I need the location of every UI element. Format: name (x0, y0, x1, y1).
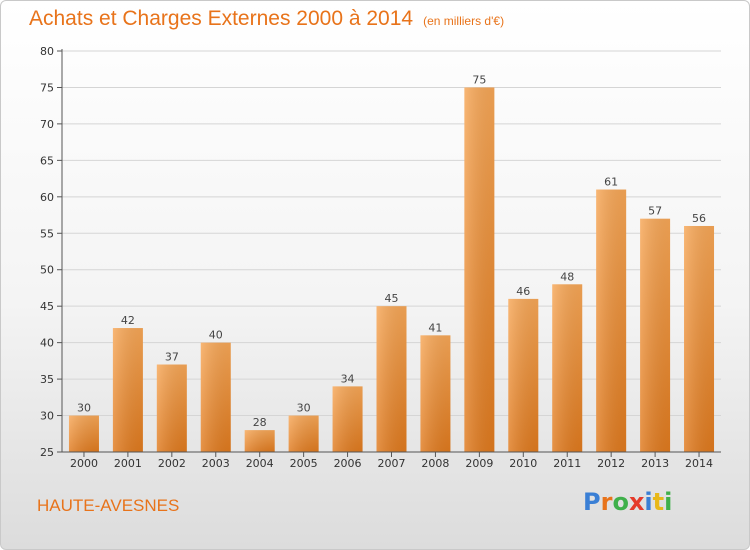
x-tick-label: 2008 (421, 457, 449, 470)
data-label: 30 (297, 402, 311, 415)
data-label: 28 (253, 416, 267, 429)
data-label: 56 (692, 212, 706, 225)
logo-letter: i (644, 488, 653, 516)
bars (68, 87, 715, 453)
y-tick-label: 40 (40, 337, 54, 350)
data-label: 57 (648, 205, 662, 218)
y-tick-label: 60 (40, 191, 54, 204)
bar-shade (508, 298, 539, 452)
y-tick-label: 30 (40, 410, 54, 423)
x-tick-label: 2000 (70, 457, 98, 470)
y-tick-label: 25 (40, 446, 54, 459)
x-tick-label: 2005 (290, 457, 318, 470)
x-tick-label: 2012 (597, 457, 625, 470)
chart-subtitle: (en milliers d'€) (423, 14, 505, 28)
bar-shade (684, 225, 715, 452)
logo-letter: P (583, 488, 601, 516)
data-label: 46 (516, 285, 530, 298)
y-tick-label: 70 (40, 118, 54, 131)
chart-title-text: Achats et Charges Externes 2000 à 2014 (29, 7, 414, 30)
data-label: 42 (121, 314, 135, 327)
bar-shade (464, 87, 495, 453)
bar-shade (376, 306, 407, 452)
data-label: 37 (165, 351, 179, 364)
y-tick-label: 75 (40, 81, 54, 94)
x-tick-label: 2004 (246, 457, 274, 470)
x-tick-label: 2002 (158, 457, 186, 470)
logo-letter: r (600, 488, 613, 516)
data-label: 61 (604, 176, 618, 189)
chart-title: Achats et Charges Externes 2000 à 2014 (e… (29, 7, 504, 31)
x-tick-label: 2014 (685, 457, 713, 470)
bar-shade (640, 218, 671, 452)
logo-letter: i (664, 488, 673, 516)
x-tick-label: 2003 (202, 457, 230, 470)
data-label: 48 (560, 270, 574, 283)
logo-letter: x (628, 488, 645, 516)
bar-shade (68, 415, 99, 452)
x-tick-label: 2011 (553, 457, 581, 470)
bar-shade (288, 415, 319, 452)
bar-shade (112, 328, 143, 452)
place-name: HAUTE-AVESNES (37, 496, 180, 515)
x-tick-label: 2010 (509, 457, 537, 470)
x-tick-label: 2001 (114, 457, 142, 470)
bar-shade (596, 189, 627, 452)
y-tick-label: 45 (40, 300, 54, 313)
logo-letter: t (652, 488, 665, 516)
data-label: 40 (209, 329, 223, 342)
bar-shade (244, 430, 275, 452)
y-tick-label: 50 (40, 264, 54, 277)
data-label: 30 (77, 402, 91, 415)
x-tick-label: 2006 (334, 457, 362, 470)
bar-shade (420, 335, 451, 452)
bar-shade (156, 364, 187, 452)
y-tick-label: 80 (40, 45, 54, 58)
x-tick-label: 2009 (465, 457, 493, 470)
x-tick-label: 2007 (378, 457, 406, 470)
y-tick-label: 65 (40, 154, 54, 167)
proxiti-logo: Proxiti (583, 488, 672, 516)
data-labels: 30 42 37 40 28 30 34 45 41 75 46 48 61 57 56 (77, 73, 706, 429)
axes: 25 30 35 40 45 50 55 60 65 70 75 80 2000 2001 2002 2003… (40, 45, 721, 470)
y-tick-label: 55 (40, 227, 54, 240)
data-label: 45 (385, 292, 399, 305)
y-tick-label: 35 (40, 373, 54, 386)
data-label: 34 (341, 372, 355, 385)
x-tick-label: 2013 (641, 457, 669, 470)
bar-shade (552, 284, 583, 452)
bar-shade (332, 386, 363, 452)
bar-shade (200, 342, 231, 452)
data-label: 75 (472, 73, 486, 86)
logo-letter: o (612, 488, 629, 516)
data-label: 41 (428, 321, 442, 334)
